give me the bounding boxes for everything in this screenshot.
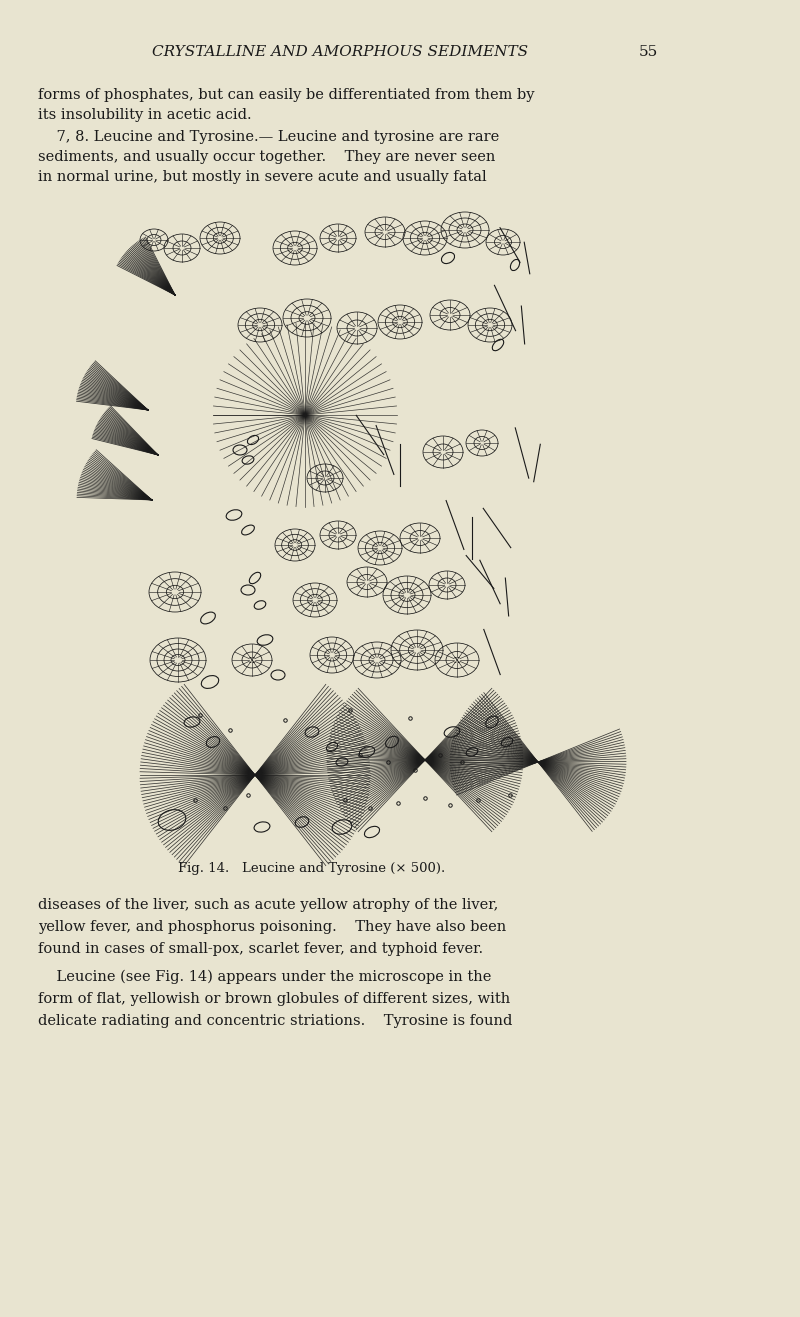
Text: x: x [454,655,460,665]
Text: its insolubility in acetic acid.: its insolubility in acetic acid. [38,108,252,122]
Text: Fig. 14.   Leucine and Tyrosine (× 500).: Fig. 14. Leucine and Tyrosine (× 500). [178,863,446,874]
Text: x: x [249,655,255,665]
Text: forms of phosphates, but can easily be differentiated from them by: forms of phosphates, but can easily be d… [38,88,534,101]
Text: form of flat, yellowish or brown globules of different sizes, with: form of flat, yellowish or brown globule… [38,992,510,1006]
Text: 7, 8. Leucine and Tyrosine.— Leucine and tyrosine are rare: 7, 8. Leucine and Tyrosine.— Leucine and… [38,130,499,144]
Text: in normal urine, but mostly in severe acute and usually fatal: in normal urine, but mostly in severe ac… [38,170,486,184]
Text: CRYSTALLINE AND AMORPHOUS SEDIMENTS: CRYSTALLINE AND AMORPHOUS SEDIMENTS [152,45,528,59]
Text: delicate radiating and concentric striations.    Tyrosine is found: delicate radiating and concentric striat… [38,1014,512,1029]
Text: diseases of the liver, such as acute yellow atrophy of the liver,: diseases of the liver, such as acute yel… [38,898,498,911]
Text: found in cases of small-pox, scarlet fever, and typhoid fever.: found in cases of small-pox, scarlet fev… [38,942,483,956]
Text: sediments, and usually occur together.    They are never seen: sediments, and usually occur together. T… [38,150,495,165]
Text: 55: 55 [638,45,658,59]
Text: yellow fever, and phosphorus poisoning.    They have also been: yellow fever, and phosphorus poisoning. … [38,921,506,934]
Text: Leucine (see Fig. 14) appears under the microscope in the: Leucine (see Fig. 14) appears under the … [38,971,491,984]
